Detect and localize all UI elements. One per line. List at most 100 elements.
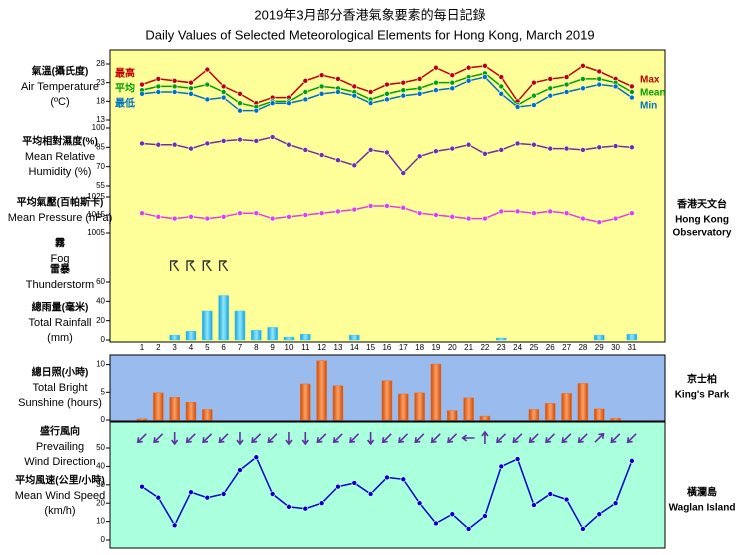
point <box>498 74 505 80</box>
y-tick-label: 60 <box>96 277 105 286</box>
arrow-shaft <box>447 433 458 444</box>
y-tick-label: 1015 <box>87 210 105 219</box>
point <box>318 500 325 507</box>
point <box>220 138 227 144</box>
y-tick-label: 50 <box>96 443 105 452</box>
arrow-shaft <box>512 433 523 444</box>
point <box>547 85 554 92</box>
bar <box>202 310 213 341</box>
point <box>449 79 456 86</box>
point <box>367 100 374 106</box>
y-tick-label: 20 <box>96 498 105 507</box>
point <box>220 94 227 101</box>
x-tick-label: 11 <box>301 343 310 352</box>
x-tick-label: 20 <box>448 343 457 352</box>
point <box>416 76 423 82</box>
arrow-shaft <box>610 433 621 444</box>
wind-arrow <box>285 432 293 446</box>
y-tick-label: 10 <box>96 360 105 369</box>
legend-en: Mean <box>640 88 666 99</box>
point <box>155 89 162 95</box>
x-tick-label: 25 <box>529 343 538 352</box>
y-tick-label: 28 <box>96 59 105 68</box>
point <box>547 92 554 99</box>
wind-arrow <box>626 433 637 444</box>
point <box>139 483 145 490</box>
point <box>367 203 374 209</box>
y-tick-label: 20 <box>96 316 105 325</box>
point <box>563 74 570 80</box>
point <box>449 511 456 518</box>
point <box>384 203 390 209</box>
x-tick-label: 9 <box>270 343 275 352</box>
point <box>171 83 178 90</box>
bar <box>316 360 327 421</box>
wind-arrow <box>185 433 196 444</box>
point <box>253 107 260 114</box>
label-en: Mean Wind Speed <box>15 490 106 502</box>
point <box>498 208 505 215</box>
point <box>237 136 243 143</box>
point <box>204 81 211 88</box>
point <box>449 85 456 92</box>
label-en: Total Rainfall <box>29 317 92 329</box>
point <box>188 85 194 92</box>
bar <box>218 295 229 341</box>
label-en: (mm) <box>47 332 73 344</box>
point <box>433 520 439 527</box>
point <box>563 210 570 216</box>
point <box>596 144 603 151</box>
wind-arrow <box>332 433 343 444</box>
station-en: Waglan Island <box>669 503 736 514</box>
arrow-shaft <box>461 434 475 442</box>
x-tick-label: 26 <box>546 343 555 352</box>
point <box>286 100 292 106</box>
arrow-shaft <box>349 433 360 444</box>
x-tick-label: 3 <box>172 343 177 352</box>
label-en: (ºC) <box>50 96 69 108</box>
point <box>220 491 227 497</box>
bar <box>267 327 278 341</box>
legend-en: Min <box>640 101 657 112</box>
point <box>580 63 586 69</box>
arrow-shaft <box>626 433 637 444</box>
point <box>498 91 505 97</box>
bar <box>593 334 605 341</box>
wind-arrow <box>461 434 475 442</box>
point <box>253 454 260 461</box>
x-tick-label: 28 <box>578 343 587 352</box>
arrow-shaft <box>301 432 309 446</box>
label-en: Thunderstorm <box>26 279 94 291</box>
arrow-shaft <box>430 433 441 444</box>
y-tick-label: 0 <box>101 335 106 344</box>
point <box>155 76 162 82</box>
point <box>220 214 227 220</box>
y-tick-label: 13 <box>96 115 105 124</box>
wind-arrow <box>218 433 229 444</box>
point <box>400 87 407 93</box>
point <box>188 91 194 97</box>
bar <box>447 410 458 421</box>
y-tick-label: 23 <box>96 78 105 87</box>
point <box>335 76 341 82</box>
point <box>465 64 472 71</box>
point <box>204 66 211 73</box>
point <box>335 483 341 490</box>
x-tick-label: 10 <box>285 343 294 352</box>
label-en: Prevailing <box>36 441 84 453</box>
arrow-shaft <box>332 433 343 444</box>
arrow-shaft <box>218 433 229 444</box>
point <box>155 141 162 148</box>
point <box>139 140 145 147</box>
point <box>482 215 488 222</box>
station-en: King's Park <box>675 390 730 401</box>
bar <box>610 418 621 421</box>
point <box>596 219 603 225</box>
point <box>237 107 243 114</box>
point <box>612 500 619 507</box>
label-en: Mean Relative <box>25 151 95 163</box>
arrow-shaft <box>414 433 425 444</box>
point <box>482 74 488 80</box>
y-tick-label: 30 <box>96 480 105 489</box>
